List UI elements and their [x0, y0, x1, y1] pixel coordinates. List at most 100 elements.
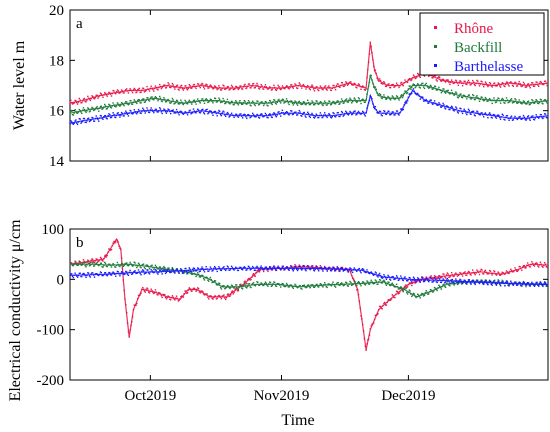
data-point [508, 101, 510, 103]
data-point [212, 102, 214, 104]
data-point [132, 101, 135, 103]
data-point [420, 83, 422, 86]
data-point [428, 277, 431, 279]
data-point [467, 280, 470, 282]
data-point [500, 99, 503, 101]
data-point [197, 273, 200, 276]
data-point [289, 284, 291, 286]
data-point [292, 87, 294, 89]
data-point [83, 262, 86, 264]
data-point [258, 284, 260, 286]
data-point [135, 272, 137, 275]
data-point [414, 279, 416, 282]
data-point [214, 265, 216, 268]
data-point [219, 101, 222, 104]
data-point [501, 97, 503, 100]
data-point [173, 86, 175, 89]
data-point [276, 283, 278, 285]
data-point [109, 114, 111, 116]
y-tick-label: 20 [49, 3, 64, 19]
data-point [386, 112, 388, 114]
data-point [477, 96, 479, 99]
data-point [359, 307, 361, 309]
data-point [424, 279, 426, 281]
data-point [218, 266, 220, 268]
data-point [437, 287, 439, 289]
data-point [413, 277, 415, 280]
data-point [417, 293, 419, 295]
data-point [213, 267, 215, 269]
data-point [458, 282, 460, 284]
data-point [147, 265, 149, 267]
data-point [221, 112, 223, 114]
data-point [247, 114, 249, 116]
data-point [479, 281, 481, 283]
data-point [103, 106, 105, 108]
data-point [208, 268, 211, 271]
y-tick-label: 100 [42, 222, 65, 238]
data-point [441, 90, 443, 93]
data-point [485, 271, 487, 273]
data-point [315, 100, 317, 102]
data-point [192, 84, 195, 86]
data-point [263, 86, 266, 88]
data-point [489, 99, 492, 101]
data-point [232, 104, 234, 106]
data-point [389, 86, 392, 89]
data-point [412, 83, 415, 85]
data-point [153, 271, 155, 274]
data-point [414, 282, 416, 284]
data-point [356, 289, 358, 291]
data-point [299, 111, 301, 113]
data-point [428, 291, 431, 293]
data-point [369, 281, 371, 283]
data-point [357, 281, 360, 283]
y-tick-label: 18 [49, 53, 64, 69]
data-point [353, 97, 355, 99]
data-point [326, 104, 328, 106]
data-point [89, 261, 91, 264]
data-point [433, 75, 435, 78]
data-point [486, 84, 488, 86]
data-point [241, 287, 243, 289]
data-point [466, 274, 468, 276]
data-point [219, 89, 222, 91]
data-point [273, 99, 275, 101]
data-point [351, 83, 353, 86]
data-point [87, 262, 90, 264]
data-point [203, 112, 205, 114]
data-point [230, 114, 232, 116]
data-point [300, 287, 302, 290]
data-point [98, 120, 100, 122]
data-point [408, 85, 410, 87]
data-point [222, 110, 224, 112]
data-point [105, 265, 108, 267]
data-point [444, 285, 446, 288]
data-point [258, 269, 261, 271]
data-point [198, 291, 201, 293]
data-point [336, 282, 338, 284]
data-point [499, 274, 501, 276]
data-point [372, 273, 374, 276]
data-point [301, 269, 303, 271]
data-point [451, 273, 454, 276]
data-point [269, 99, 271, 102]
data-point [214, 85, 217, 88]
data-point [153, 268, 155, 271]
data-point [450, 272, 453, 274]
data-point [264, 84, 267, 86]
data-point [206, 268, 208, 270]
data-point [71, 114, 74, 116]
data-point [349, 81, 351, 83]
data-point [340, 110, 343, 113]
data-point [442, 102, 444, 105]
data-point [281, 282, 284, 285]
data-point [373, 65, 375, 68]
data-point [437, 76, 439, 79]
data-point [182, 113, 185, 115]
data-point [316, 283, 318, 286]
data-point [400, 108, 402, 110]
data-point [163, 265, 165, 268]
data-point [213, 111, 215, 113]
data-point [132, 308, 135, 311]
